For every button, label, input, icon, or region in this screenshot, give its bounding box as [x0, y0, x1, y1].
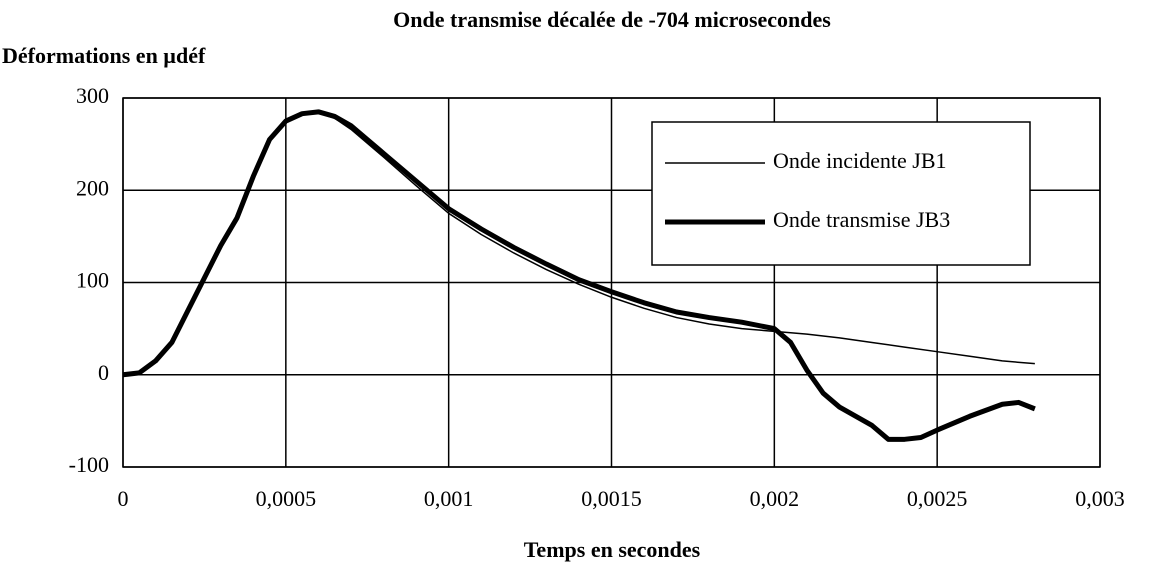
y-axis-label: Déformations en µdéf: [2, 43, 206, 68]
x-tick-label: 0,0005: [256, 486, 317, 511]
y-tick-label: 300: [76, 83, 109, 108]
x-axis-label: Temps en secondes: [524, 537, 701, 562]
x-tick-label: 0,001: [424, 486, 474, 511]
chart-title: Onde transmise décalée de -704 microseco…: [393, 7, 831, 32]
legend-label: Onde incidente JB1: [773, 148, 947, 173]
y-tick-label: -100: [69, 452, 109, 477]
y-tick-label: 0: [98, 360, 109, 385]
x-tick-label: 0,002: [750, 486, 800, 511]
data-line: [122, 109, 1036, 442]
y-tick-label: 200: [76, 175, 109, 200]
y-tick-label: 100: [76, 268, 109, 293]
x-tick-label: 0,0015: [581, 486, 642, 511]
x-tick-label: 0: [118, 486, 129, 511]
plot-border: [122, 97, 1101, 468]
legend-box: [651, 121, 1031, 266]
x-tick-label: 0,0025: [907, 486, 968, 511]
x-tick-label: 0,003: [1075, 486, 1125, 511]
legend-label: Onde transmise JB3: [773, 207, 950, 232]
